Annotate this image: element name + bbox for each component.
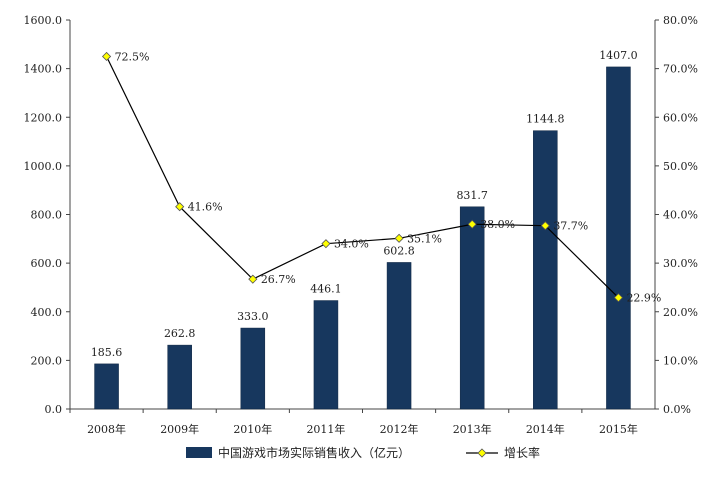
x-axis-tick-label: 2011年	[306, 422, 345, 436]
growth-rate-marker-6	[540, 221, 550, 231]
growth-rate-marker-4	[394, 233, 404, 243]
bar-3	[313, 300, 339, 410]
bar-value-label: 185.6	[91, 346, 123, 359]
bar-0	[94, 363, 119, 410]
right-axis-tick-label: 30.0%	[663, 257, 698, 270]
growth-rate-marker-3	[321, 239, 331, 249]
right-axis-tick-label: 70.0%	[663, 63, 698, 76]
bar-value-label: 333.0	[237, 310, 269, 323]
x-axis-tick-label: 2008年	[87, 422, 126, 436]
bar-5	[459, 206, 485, 410]
left-axis-tick-label: 600.0	[31, 257, 63, 270]
bar-value-label: 831.7	[456, 189, 488, 202]
right-axis-tick-label: 20.0%	[663, 306, 698, 319]
growth-rate-value-label: 37.7%	[553, 220, 588, 233]
bar-6	[533, 130, 558, 410]
growth-rate-value-label: 26.7%	[261, 273, 296, 286]
x-axis-tick-label: 2010年	[233, 422, 272, 436]
bar-4	[386, 262, 412, 410]
bar-value-label: 1144.8	[526, 113, 565, 126]
growth-rate-value-label: 38.0%	[480, 218, 515, 231]
x-axis-tick-label: 2013年	[453, 422, 492, 436]
growth-rate-value-label: 35.1%	[407, 232, 442, 245]
bar-7	[606, 66, 631, 410]
legend-line-marker	[477, 448, 487, 458]
left-axis-tick-label: 200.0	[31, 354, 63, 367]
legend-bar-swatch	[186, 447, 212, 458]
left-axis-tick-label: 1400.0	[24, 63, 63, 76]
right-axis-tick-label: 40.0%	[663, 209, 698, 222]
left-axis-tick-label: 1000.0	[24, 160, 63, 173]
legend-bar-label: 中国游戏市场实际销售收入（亿元）	[218, 445, 410, 460]
right-axis-tick-label: 60.0%	[663, 111, 698, 124]
x-axis-tick-label: 2012年	[380, 422, 419, 436]
left-axis-tick-label: 0.0	[45, 403, 63, 416]
left-axis-tick-label: 1600.0	[24, 14, 63, 27]
x-axis-tick-label: 2015年	[599, 422, 638, 436]
right-axis-tick-label: 50.0%	[663, 160, 698, 173]
left-axis-tick-label: 1200.0	[24, 111, 63, 124]
growth-rate-marker-1	[175, 202, 185, 212]
left-axis-tick-label: 800.0	[31, 209, 63, 222]
left-axis-tick-label: 400.0	[31, 306, 63, 319]
bar-value-label: 602.8	[383, 244, 415, 257]
growth-rate-marker-5	[467, 219, 477, 229]
right-axis-tick-label: 10.0%	[663, 354, 698, 367]
growth-rate-line	[106, 56, 619, 299]
growth-rate-value-label: 22.9%	[626, 292, 661, 305]
bar-value-label: 446.1	[310, 283, 342, 296]
bar-1	[167, 344, 192, 410]
bar-2	[240, 327, 266, 410]
growth-rate-value-label: 41.6%	[188, 201, 223, 214]
right-axis-tick-label: 0.0%	[663, 403, 691, 416]
legend-line-label: 增长率	[504, 445, 540, 460]
growth-rate-value-label: 72.5%	[115, 50, 150, 63]
right-axis-tick-label: 80.0%	[663, 14, 698, 27]
x-axis-tick-label: 2014年	[526, 422, 565, 436]
growth-rate-value-label: 34.0%	[334, 238, 369, 251]
growth-rate-marker-2	[248, 274, 258, 284]
bar-value-label: 262.8	[164, 327, 196, 340]
bar-value-label: 1407.0	[599, 49, 638, 62]
x-axis-tick-label: 2009年	[160, 422, 199, 436]
growth-rate-marker-7	[613, 293, 624, 303]
growth-rate-marker-0	[101, 51, 112, 62]
